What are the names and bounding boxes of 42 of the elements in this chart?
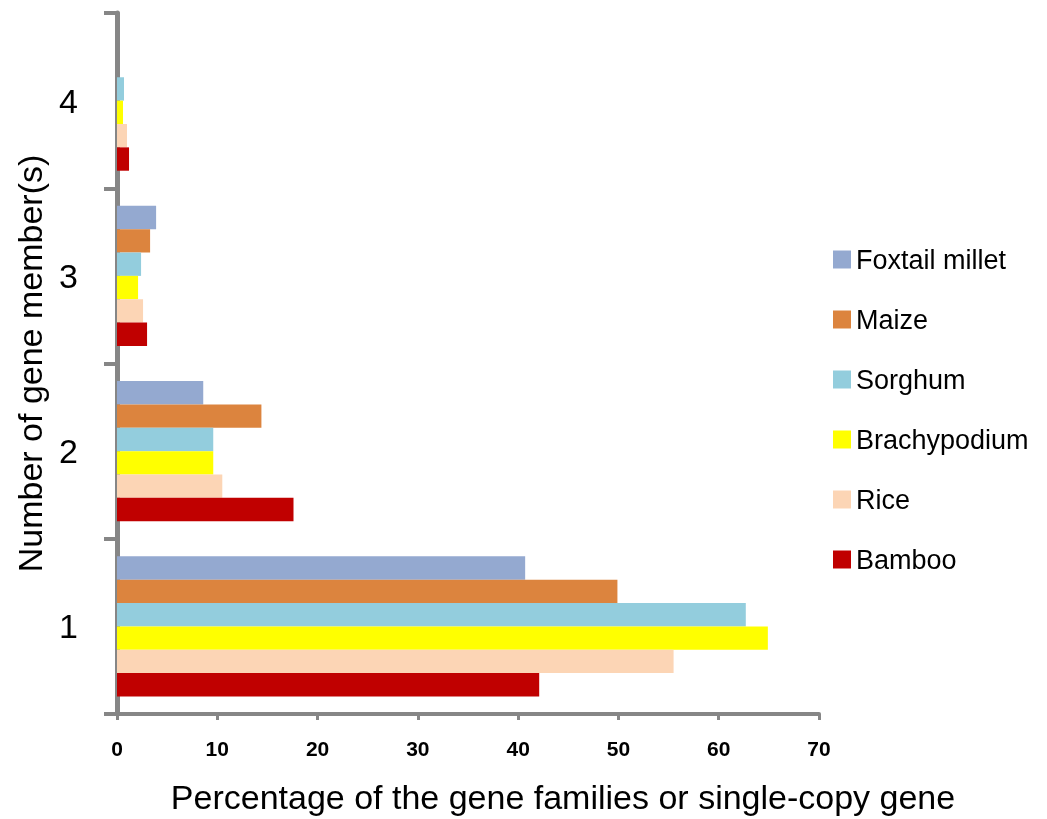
bar bbox=[117, 299, 144, 323]
y-tick-label: 2 bbox=[59, 432, 78, 471]
x-tick-label: 10 bbox=[205, 737, 229, 760]
bar bbox=[117, 123, 128, 148]
x-tick-label: 0 bbox=[111, 737, 123, 760]
y-tick-label: 4 bbox=[59, 81, 78, 120]
bar bbox=[117, 77, 125, 101]
bar bbox=[117, 474, 223, 498]
bar bbox=[117, 427, 214, 452]
bar bbox=[117, 381, 204, 405]
bar bbox=[117, 100, 124, 124]
bar bbox=[117, 205, 157, 230]
legend-label: Maize bbox=[856, 304, 929, 335]
y-axis-title: Number of gene member(s) bbox=[11, 154, 49, 573]
bar bbox=[117, 147, 130, 171]
y-tick-label: 3 bbox=[59, 256, 78, 295]
legend-label: Rice bbox=[856, 484, 911, 515]
x-tick-label: 70 bbox=[807, 737, 831, 760]
legend-label: Foxtail millet bbox=[856, 244, 1007, 275]
bar bbox=[117, 579, 618, 604]
x-tick-label: 30 bbox=[406, 737, 430, 760]
bar bbox=[117, 322, 148, 346]
x-tick-label: 60 bbox=[707, 737, 731, 760]
bar bbox=[117, 556, 526, 580]
bar bbox=[117, 252, 142, 276]
bar bbox=[117, 497, 294, 522]
legend-label: Bamboo bbox=[856, 544, 957, 575]
y-tick-label: 1 bbox=[59, 607, 78, 646]
bar bbox=[117, 404, 262, 428]
x-tick-label: 50 bbox=[606, 737, 631, 760]
bar bbox=[117, 451, 214, 475]
bar bbox=[117, 603, 746, 627]
legend-label: Sorghum bbox=[856, 364, 966, 395]
bar bbox=[117, 626, 768, 650]
legend-label: Brachypodium bbox=[856, 424, 1029, 455]
bar bbox=[117, 275, 139, 300]
bar bbox=[117, 649, 674, 674]
x-axis-title: Percentage of the gene families or single-copy gene bbox=[170, 778, 956, 816]
bar bbox=[117, 229, 151, 253]
bar bbox=[117, 673, 540, 697]
x-tick-label: 40 bbox=[506, 737, 530, 760]
x-tick-label: 20 bbox=[305, 737, 330, 760]
